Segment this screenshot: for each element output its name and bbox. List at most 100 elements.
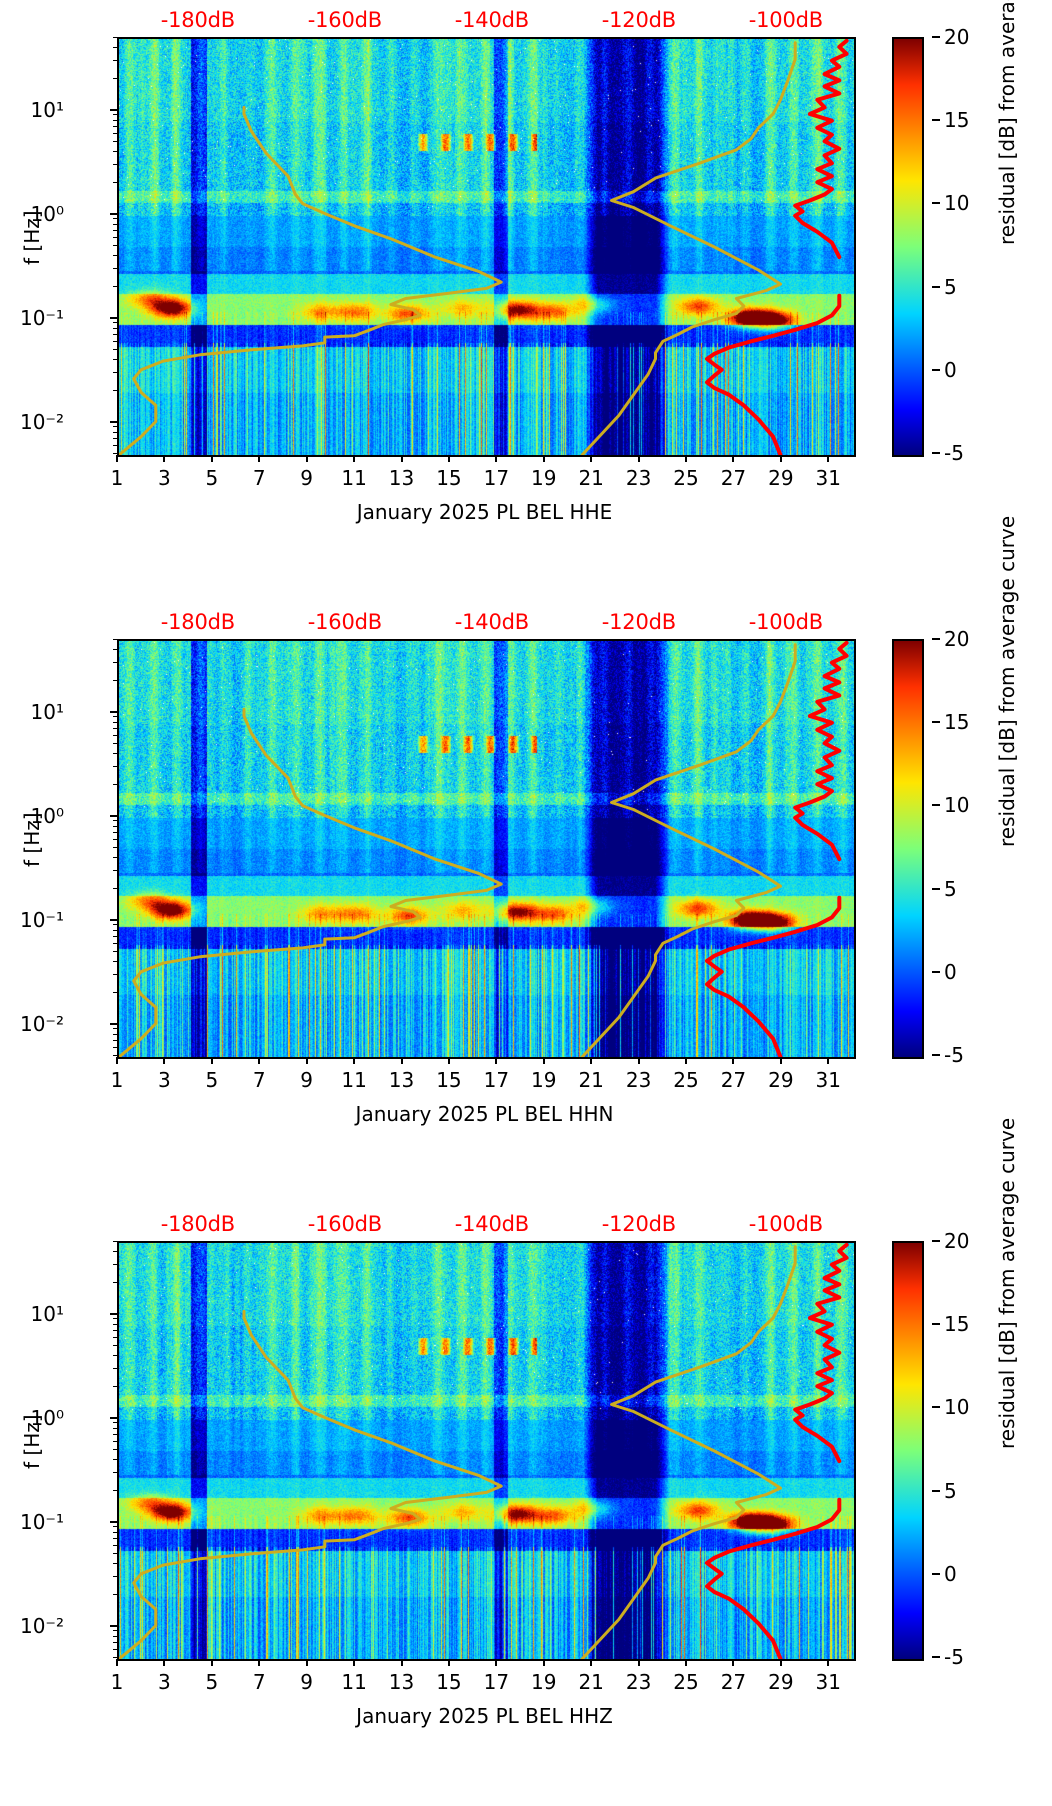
spectrogram-image bbox=[119, 1243, 854, 1659]
colorbar-tick-label: 15 bbox=[944, 710, 970, 735]
y-axis-minor-tick bbox=[113, 680, 117, 682]
top-db-label: -180dB bbox=[160, 610, 235, 634]
y-axis-minor-tick bbox=[113, 1264, 117, 1266]
panel-hhz: -180dB -160dB -140dB -120dB -100dB 10¹ 10⁰ 10⁻¹… bbox=[0, 1118, 1052, 1806]
y-axis-minor-tick bbox=[113, 1345, 117, 1346]
x-axis-tick-label: 23 bbox=[625, 1068, 652, 1092]
y-axis-minor-tick bbox=[113, 942, 117, 944]
y-axis-minor-tick bbox=[113, 1355, 117, 1357]
y-axis: 10¹ 10⁰ 10⁻¹ 10⁻² f [Hz] bbox=[0, 602, 117, 1204]
y-axis-tick bbox=[110, 212, 117, 215]
y-axis-minor-tick bbox=[113, 662, 117, 664]
y-axis-minor-tick bbox=[113, 992, 117, 994]
y-axis-minor-tick bbox=[113, 223, 117, 225]
y-axis-minor-tick bbox=[113, 453, 117, 454]
panel-hhn: -180dB -160dB -140dB -120dB -100dB 10¹ 10⁰ 10⁻¹… bbox=[0, 516, 1052, 1204]
y-axis-minor-tick bbox=[113, 359, 117, 361]
y-axis-minor-tick bbox=[113, 151, 117, 153]
x-axis-tick-label: 5 bbox=[205, 466, 219, 490]
y-axis-minor-tick bbox=[113, 349, 117, 350]
x-axis-tick bbox=[400, 455, 403, 462]
y-axis-tick-label: 10⁻² bbox=[19, 1613, 64, 1638]
colorbar-tick-label: -5 bbox=[944, 441, 964, 465]
x-axis-tick bbox=[163, 1659, 166, 1666]
y-axis-minor-tick bbox=[113, 721, 117, 723]
colorbar-gradient bbox=[894, 641, 922, 1057]
x-axis-tick bbox=[163, 455, 166, 462]
colorbar-tick bbox=[932, 119, 940, 122]
x-axis-tick-label: 13 bbox=[388, 1068, 415, 1092]
colorbar-tick bbox=[932, 452, 940, 454]
colorbar-tick-label: -5 bbox=[944, 1043, 964, 1067]
y-axis-minor-tick bbox=[113, 286, 117, 288]
top-db-label: -160dB bbox=[307, 1212, 382, 1236]
y-axis: 10¹ 10⁰ 10⁻¹ 10⁻² f [Hz] bbox=[0, 1204, 117, 1806]
y-axis-minor-tick bbox=[113, 857, 117, 859]
y-axis-tick-label: 10⁻¹ bbox=[19, 305, 64, 330]
y-axis-minor-tick bbox=[113, 229, 117, 231]
x-axis-tick bbox=[542, 455, 545, 462]
y-axis-minor-tick bbox=[113, 1422, 117, 1424]
y-axis-minor-tick bbox=[113, 1336, 117, 1338]
colorbar-tick bbox=[932, 721, 940, 724]
x-axis-tick bbox=[827, 1057, 830, 1064]
y-axis-minor-tick bbox=[113, 1553, 117, 1554]
x-axis-tick bbox=[495, 1057, 498, 1064]
x-axis-tick bbox=[685, 455, 688, 462]
x-axis-tick bbox=[210, 1659, 213, 1666]
colorbar-tick-label: 20 bbox=[944, 627, 970, 651]
x-axis-tick-label: 19 bbox=[531, 1670, 557, 1694]
x-axis-tick-label: 25 bbox=[673, 1670, 699, 1694]
y-axis-minor-tick bbox=[113, 1490, 117, 1492]
x-axis-tick-label: 31 bbox=[815, 1670, 842, 1694]
x-axis-label: January 2025 PL BEL HHZ bbox=[356, 1704, 613, 1728]
high-noise-model-curve-hf bbox=[793, 1243, 849, 1464]
x-axis-tick-label: 3 bbox=[158, 466, 171, 490]
x-axis-tick bbox=[542, 1057, 545, 1064]
y-axis-minor-tick bbox=[113, 1282, 117, 1284]
low-noise-model-curve bbox=[119, 105, 503, 455]
y-axis-minor-tick bbox=[113, 820, 117, 822]
low-noise-model-curve-secondary bbox=[580, 1245, 797, 1659]
x-axis-tick bbox=[495, 455, 498, 462]
colorbar-tick-label: 5 bbox=[944, 274, 957, 299]
top-db-axis-labels: -180dB -160dB -140dB -120dB -100dB bbox=[117, 8, 852, 34]
y-axis-tick-label: 10⁻² bbox=[19, 409, 64, 434]
y-axis-minor-tick bbox=[113, 974, 117, 976]
x-axis-tick bbox=[305, 455, 308, 462]
colorbar-tick bbox=[932, 887, 940, 890]
y-axis-tick-label: 10⁰ bbox=[30, 803, 64, 828]
top-db-label: -180dB bbox=[160, 1212, 235, 1236]
x-axis-tick-label: 25 bbox=[673, 1068, 699, 1092]
x-axis-tick-label: 5 bbox=[205, 1670, 219, 1694]
x-axis-tick-label: 27 bbox=[720, 1068, 747, 1092]
x-axis-tick-label: 17 bbox=[483, 466, 510, 490]
x-axis-tick bbox=[732, 1057, 735, 1064]
y-axis-minor-tick bbox=[113, 961, 117, 963]
y-axis-minor-tick bbox=[113, 1427, 117, 1429]
y-axis-minor-tick bbox=[113, 1386, 117, 1388]
x-axis-tick-label: 9 bbox=[300, 1068, 314, 1092]
y-axis-tick bbox=[110, 814, 117, 817]
x-axis-tick-label: 31 bbox=[815, 466, 842, 490]
colorbar-tick bbox=[932, 1054, 940, 1056]
x-axis-tick-label: 7 bbox=[252, 466, 266, 490]
y-axis-minor-tick bbox=[113, 1433, 117, 1435]
x-axis-tick bbox=[779, 455, 782, 462]
x-axis-tick bbox=[495, 1659, 498, 1666]
top-db-label: -140dB bbox=[454, 1212, 529, 1236]
top-db-axis-labels: -180dB -160dB -140dB -120dB -100dB bbox=[117, 610, 852, 636]
y-axis-minor-tick bbox=[113, 1318, 117, 1320]
y-axis-minor-tick bbox=[113, 766, 117, 768]
y-axis-minor-tick bbox=[113, 1251, 117, 1253]
y-axis-minor-tick bbox=[113, 753, 117, 755]
x-axis-tick bbox=[116, 1057, 118, 1064]
y-axis-minor-tick bbox=[113, 639, 117, 640]
x-axis-tick bbox=[447, 1659, 450, 1666]
x-axis-tick-label: 1 bbox=[110, 1670, 124, 1694]
y-axis-tick-label: 10⁻¹ bbox=[19, 907, 64, 932]
y-axis-minor-tick bbox=[113, 141, 117, 142]
y-axis-minor-tick bbox=[113, 444, 117, 446]
x-axis-tick bbox=[258, 1659, 261, 1666]
y-axis-minor-tick bbox=[113, 78, 117, 80]
